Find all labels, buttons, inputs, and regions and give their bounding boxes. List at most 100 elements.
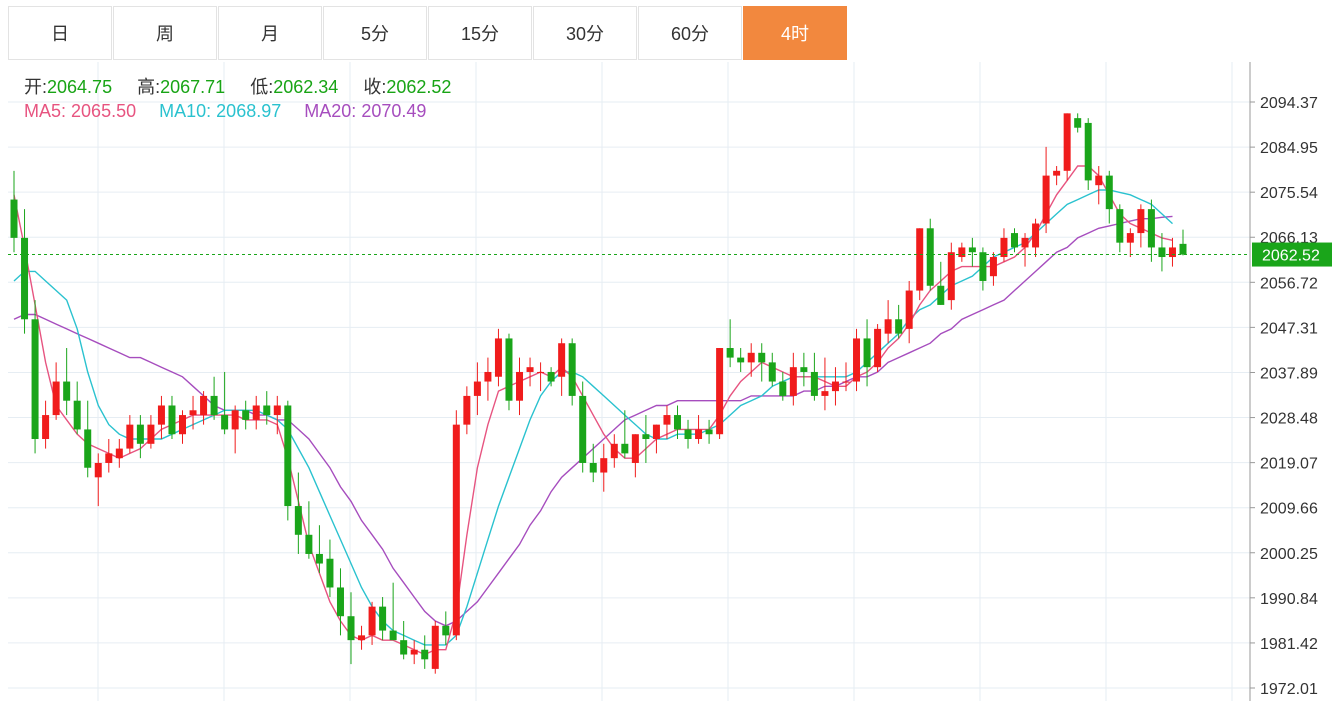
candle-body <box>10 199 18 238</box>
candle <box>810 352 818 401</box>
candle <box>937 261 945 305</box>
candle <box>610 434 618 468</box>
candle <box>800 352 808 387</box>
candle-body <box>189 410 197 416</box>
candle-body <box>737 357 745 363</box>
candle <box>558 338 566 396</box>
candle <box>284 400 292 521</box>
candle <box>663 405 671 440</box>
tab-1[interactable]: 周 <box>113 6 217 60</box>
ohlc-readout: 开:2064.75 高:2067.71 低:2062.34 收:2062.52 <box>24 73 471 99</box>
candle <box>105 439 113 473</box>
y-tick-label: 2028.48 <box>1260 411 1318 428</box>
ma10-readout: MA10: 2068.97 <box>159 101 281 121</box>
y-tick-label: 2000.25 <box>1260 546 1318 563</box>
candle-body <box>842 381 850 383</box>
candle <box>695 415 703 444</box>
candle <box>895 304 903 339</box>
candle <box>263 391 271 425</box>
candle-body <box>1010 233 1018 248</box>
candle-body <box>326 558 334 588</box>
candle-body <box>1168 247 1176 258</box>
candle <box>568 338 576 406</box>
candle <box>874 324 882 372</box>
tab-0[interactable]: 日 <box>8 6 112 60</box>
tab-3[interactable]: 5分 <box>323 6 427 60</box>
candle-body <box>358 635 366 641</box>
candle <box>52 362 60 420</box>
tab-7[interactable]: 4时 <box>743 6 847 60</box>
candle <box>1010 228 1018 253</box>
candle-body <box>63 381 71 401</box>
candle <box>221 371 229 435</box>
candle <box>347 592 355 665</box>
candle-body <box>600 458 608 473</box>
candle <box>231 405 239 454</box>
candle-body <box>579 395 587 463</box>
ma5-readout: MA5: 2065.50 <box>24 101 136 121</box>
candle <box>379 597 387 641</box>
candle-body <box>1021 237 1029 248</box>
candle <box>905 280 913 344</box>
candle <box>758 343 766 382</box>
candle-body <box>1179 243 1187 255</box>
candle <box>642 415 650 463</box>
candle-body <box>926 228 934 286</box>
candle-body <box>947 252 955 301</box>
candle <box>305 501 313 559</box>
candle <box>421 635 429 669</box>
candle <box>631 434 639 478</box>
candle <box>484 357 492 401</box>
candle-body <box>1095 175 1103 186</box>
candle <box>21 209 29 334</box>
candle <box>1147 199 1155 262</box>
open-label: 开: <box>24 77 48 97</box>
candle-body <box>558 343 566 377</box>
candle <box>768 352 776 387</box>
candle-body <box>810 371 818 396</box>
candle <box>621 410 629 459</box>
candle-body <box>136 424 144 444</box>
candle-body <box>1074 118 1082 128</box>
candle <box>63 348 71 416</box>
candle-body <box>452 424 460 636</box>
candle <box>210 376 218 420</box>
candle-body <box>989 257 997 277</box>
candle <box>1158 233 1166 272</box>
candle-body <box>1063 113 1071 171</box>
candle-body <box>305 534 313 554</box>
y-tick-label: 2009.66 <box>1260 501 1318 518</box>
candle <box>326 539 334 598</box>
candle-body <box>73 400 81 430</box>
candle-body <box>684 429 692 440</box>
candle-body <box>547 371 555 382</box>
tab-2[interactable]: 月 <box>218 6 322 60</box>
candle <box>916 228 924 301</box>
candle-body <box>21 237 29 320</box>
candle <box>157 395 165 440</box>
candle <box>315 525 323 574</box>
candle <box>189 395 197 430</box>
tab-6[interactable]: 60分 <box>638 6 742 60</box>
candle-body <box>42 415 50 440</box>
candle <box>136 415 144 459</box>
candle <box>831 367 839 406</box>
candle <box>673 405 681 440</box>
ma5-label: MA5: <box>24 101 67 121</box>
candle-body <box>716 348 724 435</box>
candle-body <box>1084 122 1092 181</box>
candle <box>168 395 176 440</box>
candle-body <box>800 367 808 372</box>
y-tick-label: 2075.54 <box>1260 185 1318 202</box>
candle-body <box>168 405 176 435</box>
candle-body <box>821 391 829 396</box>
candle-body <box>242 410 250 420</box>
tab-5[interactable]: 30分 <box>533 6 637 60</box>
y-axis: 2094.372084.952075.542066.132056.722047.… <box>8 62 1332 701</box>
candle <box>273 395 281 435</box>
candle-body <box>610 443 618 459</box>
candle <box>526 357 534 387</box>
candle-body <box>431 625 439 669</box>
tab-4[interactable]: 15分 <box>428 6 532 60</box>
